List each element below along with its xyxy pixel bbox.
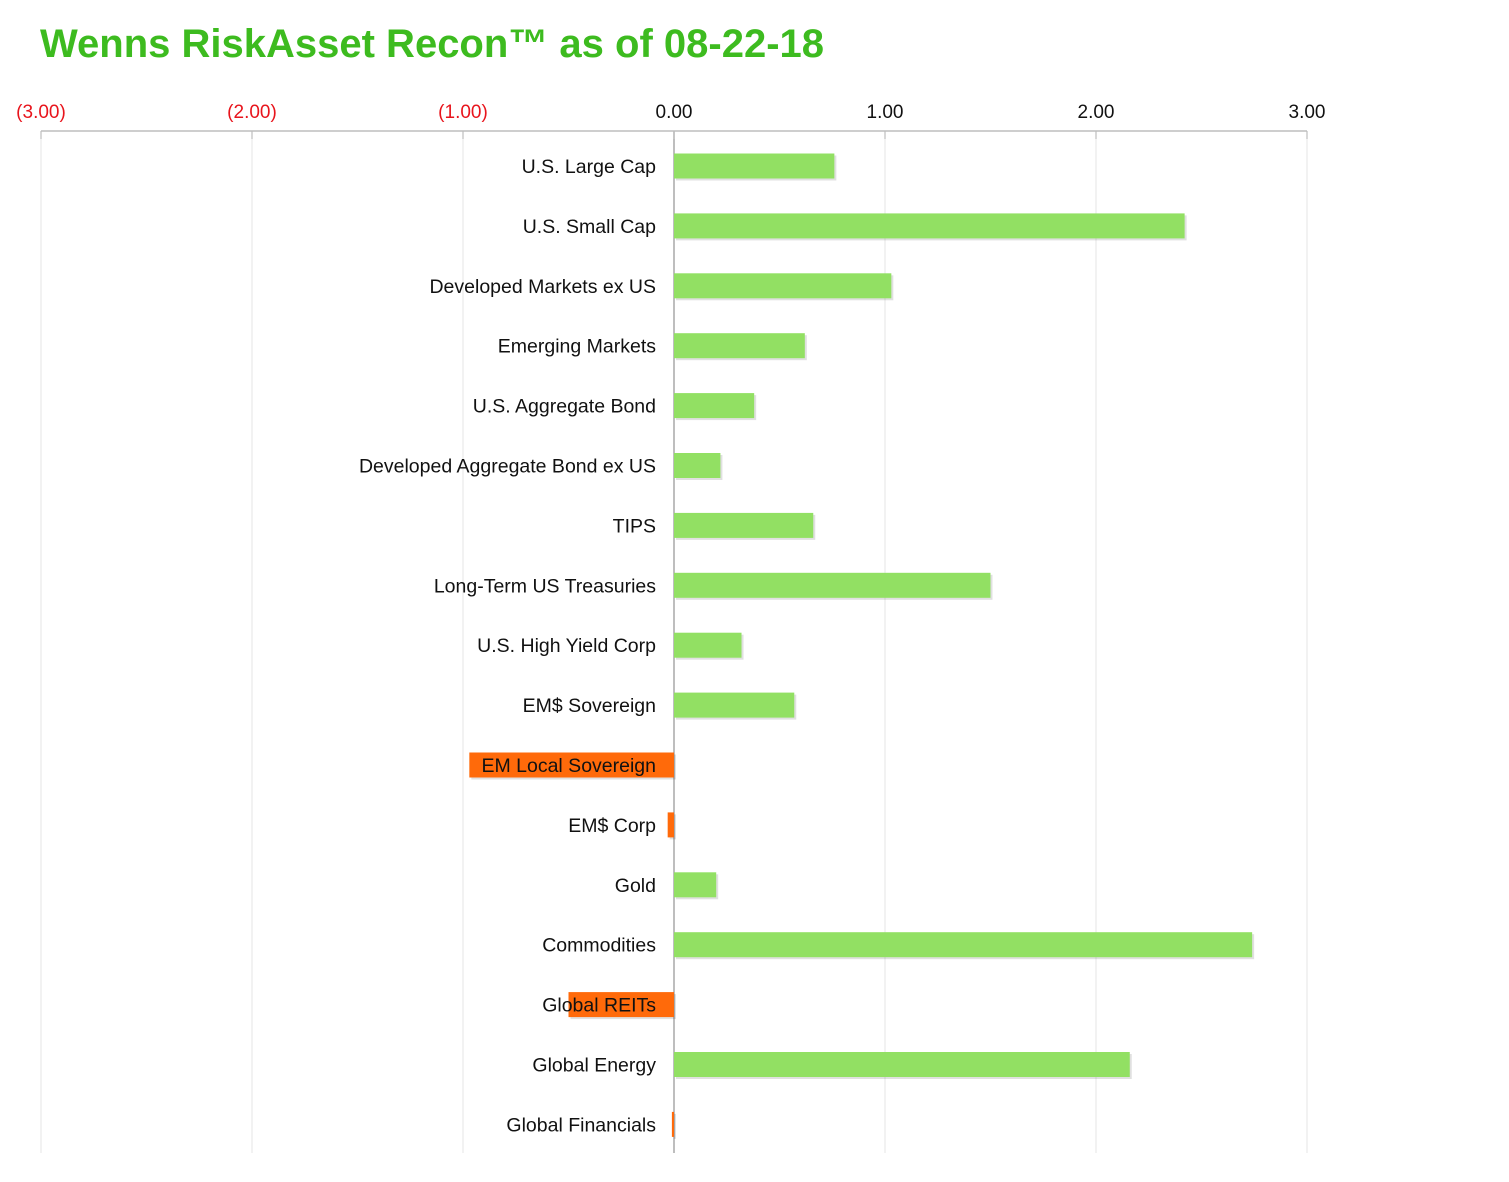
bar [674,273,892,299]
x-tick-label: 0.00 [656,102,693,123]
category-labels: U.S. Large Cap U.S. Small Cap Developed Ma… [359,156,656,1136]
category-label: EM$ Corp [568,815,656,837]
category-label: Global REITs [542,995,656,1017]
x-tick-label: (2.00) [227,102,277,123]
bar [469,752,674,778]
category-label: EM Local Sovereign [481,755,656,777]
bar [671,1111,674,1137]
bar [667,812,674,838]
bar [674,692,795,718]
category-label: Gold [615,875,656,897]
x-tick-label: 3.00 [1289,102,1326,123]
category-label: Commodities [542,935,656,957]
bars [469,153,1255,1139]
x-tick-label: (3.00) [16,102,66,123]
category-label: Long-Term US Treasuries [434,575,656,597]
category-label: TIPS [613,515,656,537]
bar [674,872,717,898]
bar [674,213,1185,239]
category-label: Global Financials [506,1114,656,1136]
x-tick-label: 1.00 [867,102,904,123]
category-label: U.S. Large Cap [522,156,657,178]
category-label: Developed Markets ex US [429,276,656,298]
x-tick-label: (1.00) [438,102,488,123]
bar [674,393,755,419]
bar [674,453,721,478]
category-label: Developed Aggregate Bond ex US [359,456,656,478]
bar [674,333,805,359]
bar [674,153,835,179]
category-label: Global Energy [532,1055,656,1077]
bar-shadow [673,1113,676,1139]
bar [674,572,991,598]
bar [674,512,814,538]
bar [568,992,674,1018]
chart-title: Wenns RiskAsset Recon™ as of 08-22-18 [40,22,825,66]
top-axis: (3.00) (2.00) (1.00) 0.00 1.00 2.00 3.00 [16,102,1325,139]
bar [674,932,1253,958]
category-label: Emerging Markets [498,336,656,358]
x-tick-label: 2.00 [1078,102,1115,123]
bar [674,632,742,658]
category-label: EM$ Sovereign [523,695,656,717]
category-label: U.S. High Yield Corp [477,635,656,657]
category-label: U.S. Aggregate Bond [473,396,656,418]
bar [674,1052,1130,1077]
category-label: U.S. Small Cap [523,216,656,238]
